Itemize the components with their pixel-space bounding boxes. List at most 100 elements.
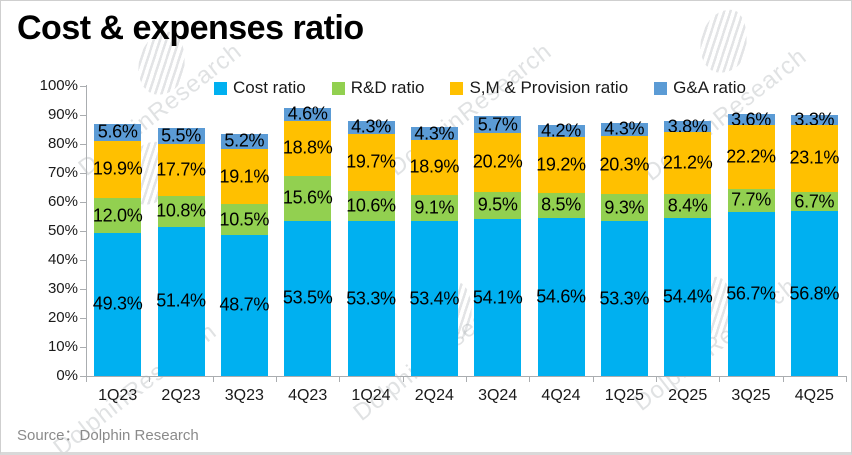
x-axis-label: 3Q23 — [224, 387, 264, 404]
bar-segment: 19.7% — [346, 133, 396, 191]
bar-segment: 19.2% — [536, 137, 586, 193]
data-label: 3.6% — [731, 109, 771, 130]
data-label: 48.7% — [219, 294, 270, 315]
y-axis-tick — [80, 86, 86, 87]
chart-legend: Cost ratio R&D ratio S,M & Provision ratio… — [214, 78, 746, 98]
bar-segment: 53.3% — [599, 221, 650, 376]
bar-segment: 18.9% — [409, 139, 460, 195]
bar-segment: 4.6% — [284, 104, 332, 124]
stacked-bar-3Q23: 5.2% 19.1% 10.5% 48.7% — [219, 130, 270, 376]
x-axis-tick — [339, 377, 341, 382]
bar-segment: 6.7% — [790, 191, 838, 212]
data-label: 7.7% — [731, 189, 771, 210]
x-axis-tick — [529, 377, 531, 382]
y-axis-tick — [80, 318, 86, 319]
bar-segment: 20.2% — [472, 132, 523, 192]
data-label: 56.8% — [789, 283, 840, 304]
bar-segment: 15.6% — [282, 175, 333, 221]
y-axis-label: 10% — [47, 338, 78, 355]
data-label: 6.7% — [794, 191, 835, 212]
legend-label: R&D ratio — [350, 78, 425, 97]
bar-segment: 17.7% — [156, 144, 206, 196]
data-label: 53.4% — [409, 288, 460, 309]
x-axis-label: 2Q25 — [668, 387, 708, 404]
legend-label: G&A ratio — [673, 78, 746, 97]
data-label: 18.9% — [409, 156, 460, 177]
x-axis-label: 4Q23 — [288, 387, 328, 404]
data-label: 15.6% — [282, 187, 333, 208]
x-axis-label: 1Q23 — [98, 387, 138, 404]
bar-segment: 9.5% — [474, 191, 522, 220]
data-label: 53.3% — [346, 288, 396, 309]
bar-segment: 53.5% — [282, 220, 333, 376]
x-axis-tick — [719, 377, 721, 382]
stacked-bar-3Q25: 3.6% 22.2% 7.7% 56.7% — [726, 109, 776, 376]
bar-segment: 9.1% — [410, 194, 458, 222]
legend-item-3: S,M & Provision ratio — [450, 78, 628, 98]
legend-swatch-icon — [654, 81, 668, 95]
data-label: 53.3% — [599, 288, 650, 309]
data-label: 51.4% — [156, 290, 206, 311]
bar-segment: 53.4% — [409, 221, 460, 376]
x-axis-tick — [86, 377, 87, 382]
chart-title: Cost & expenses ratio — [17, 9, 364, 47]
data-label: 17.7% — [156, 159, 206, 180]
stacked-bar-2Q24: 4.3% 18.9% 9.1% 53.4% — [409, 123, 460, 376]
data-label: 12.0% — [92, 205, 143, 226]
data-label: 10.5% — [219, 209, 270, 230]
y-axis-tick — [80, 202, 86, 203]
legend-label: S,M & Provision ratio — [469, 78, 629, 97]
data-label: 4.3% — [604, 118, 645, 139]
data-label: 19.2% — [536, 154, 586, 175]
data-label: 53.5% — [282, 287, 333, 308]
y-axis-tick — [80, 347, 86, 348]
data-label: 54.6% — [536, 286, 586, 307]
bar-segment: 22.2% — [726, 124, 776, 190]
y-axis-label: 40% — [47, 251, 78, 268]
bar-segment: 4.3% — [600, 119, 648, 139]
y-axis-tick — [80, 115, 86, 116]
x-axis-tick — [592, 377, 594, 382]
y-axis-tick — [80, 173, 86, 174]
y-axis-tick — [80, 231, 86, 232]
data-label: 8.5% — [541, 194, 581, 215]
y-axis-tick — [80, 376, 86, 377]
bar-segment: 7.7% — [727, 189, 775, 212]
data-label: 4.3% — [414, 123, 455, 144]
legend-swatch-icon — [331, 81, 345, 95]
y-axis-label: 70% — [47, 164, 78, 181]
x-axis-label: 4Q25 — [794, 387, 834, 404]
data-label: 56.7% — [726, 283, 776, 304]
bar-segment: 10.5% — [219, 204, 270, 235]
data-label: 5.5% — [161, 125, 201, 146]
data-label: 20.2% — [472, 151, 523, 172]
bar-segment: 53.3% — [346, 221, 396, 376]
x-axis-tick — [656, 377, 657, 382]
data-label: 5.2% — [224, 130, 265, 151]
bar-segment: 4.2% — [537, 121, 585, 141]
data-label: 22.2% — [726, 146, 776, 167]
y-axis-label: 50% — [47, 222, 78, 239]
x-axis-tick — [846, 377, 847, 382]
x-axis-tick — [149, 377, 151, 382]
data-label: 20.3% — [599, 154, 650, 175]
x-axis-line — [86, 376, 847, 377]
bar-segment: 3.8% — [664, 116, 712, 136]
bar-segment: 3.3% — [790, 110, 838, 130]
data-label: 23.1% — [789, 147, 840, 168]
data-label: 3.8% — [667, 116, 708, 137]
bar-segment: 9.3% — [600, 194, 648, 222]
data-label: 3.3% — [794, 109, 835, 130]
bar-segment: 4.3% — [410, 123, 458, 143]
y-axis-tick — [80, 289, 86, 290]
x-axis-label: 3Q24 — [478, 387, 518, 404]
data-label: 54.4% — [662, 286, 713, 307]
bar-segment: 4.3% — [347, 117, 395, 137]
y-axis-label: 80% — [47, 135, 78, 152]
data-label: 19.1% — [219, 166, 270, 187]
y-axis-label: 60% — [47, 193, 78, 210]
x-axis-tick — [276, 377, 277, 382]
x-axis-tick — [212, 377, 214, 382]
bar-segment: 48.7% — [219, 234, 270, 376]
